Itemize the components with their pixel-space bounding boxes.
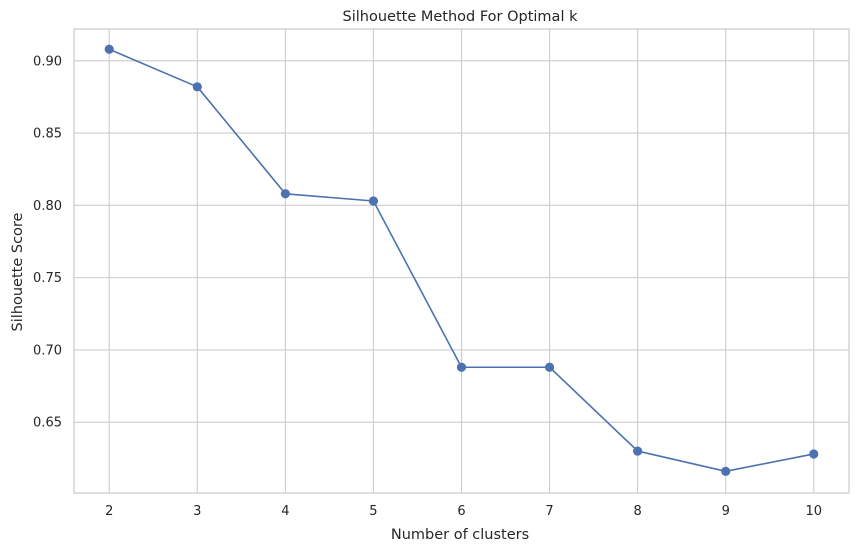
data-point bbox=[104, 44, 114, 54]
y-tick-label: 0.65 bbox=[33, 416, 62, 431]
plot-frame bbox=[73, 28, 850, 494]
data-point bbox=[368, 196, 379, 206]
y-tick-label: 0.70 bbox=[33, 343, 62, 358]
data-point bbox=[721, 466, 731, 476]
series-layer bbox=[104, 44, 819, 476]
data-point bbox=[544, 362, 555, 372]
grid-lines bbox=[74, 29, 849, 493]
x-tick-label: 10 bbox=[805, 504, 822, 519]
data-point bbox=[280, 189, 290, 199]
y-axis-label: Silhouette Score bbox=[10, 212, 26, 331]
x-tick-label: 8 bbox=[633, 504, 641, 519]
x-tick-label: 2 bbox=[105, 504, 113, 519]
y-tick-label: 0.80 bbox=[33, 199, 62, 214]
x-tick-labels: 2 3 4 5 6 7 8 9 10 bbox=[105, 504, 822, 519]
y-tick-labels: 0.65 0.70 0.75 0.80 0.85 0.90 bbox=[33, 54, 62, 430]
x-tick-label: 4 bbox=[281, 504, 289, 519]
x-axis-label: Number of clusters bbox=[391, 527, 529, 543]
data-point bbox=[192, 82, 202, 92]
y-tick-label: 0.90 bbox=[33, 54, 62, 69]
chart-title: Silhouette Method For Optimal k bbox=[343, 9, 579, 25]
data-point bbox=[633, 446, 643, 456]
x-tick-label: 6 bbox=[457, 504, 465, 519]
x-tick-label: 3 bbox=[193, 504, 201, 519]
data-point bbox=[456, 362, 467, 372]
x-tick-label: 9 bbox=[722, 504, 730, 519]
x-tick-label: 7 bbox=[545, 504, 553, 519]
x-tick-label: 5 bbox=[369, 504, 377, 519]
data-point bbox=[809, 449, 819, 459]
y-tick-label: 0.85 bbox=[33, 127, 62, 142]
y-tick-label: 0.75 bbox=[33, 271, 62, 286]
